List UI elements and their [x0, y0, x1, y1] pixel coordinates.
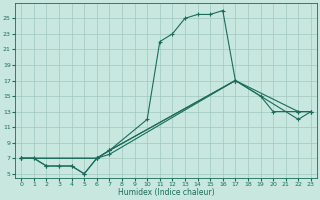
X-axis label: Humidex (Indice chaleur): Humidex (Indice chaleur)	[118, 188, 214, 197]
